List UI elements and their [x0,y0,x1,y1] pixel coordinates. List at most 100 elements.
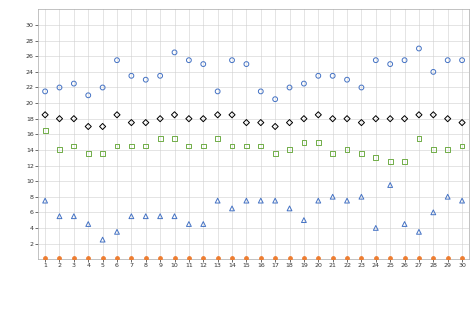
Point [314,73,322,78]
Point [343,147,351,152]
Point [329,73,337,78]
Point [444,194,451,199]
Point [113,229,121,234]
Point [444,256,451,261]
Point [286,147,293,152]
Point [415,46,423,51]
Point [401,159,408,164]
Point [185,222,192,227]
Point [156,136,164,141]
Point [128,120,135,125]
Point [415,256,423,261]
Point [55,214,63,219]
Point [243,120,250,125]
Point [429,70,437,75]
Point [228,143,236,149]
Point [55,116,63,121]
Point [271,124,279,129]
Point [444,58,451,63]
Point [357,256,365,261]
Point [257,120,264,125]
Point [41,89,49,94]
Point [142,120,149,125]
Point [343,116,351,121]
Point [458,58,466,63]
Point [200,222,207,227]
Point [214,89,221,94]
Point [386,116,394,121]
Point [128,143,135,149]
Point [357,194,365,199]
Point [286,206,293,211]
Point [401,222,408,227]
Point [99,85,106,90]
Point [357,85,365,90]
Point [329,256,337,261]
Point [271,97,279,102]
Point [401,256,408,261]
Point [243,143,250,149]
Point [113,143,121,149]
Point [386,256,394,261]
Point [185,143,192,149]
Point [415,112,423,117]
Point [70,116,78,121]
Point [70,81,78,86]
Point [84,222,92,227]
Point [55,147,63,152]
Point [300,256,308,261]
Point [70,214,78,219]
Point [329,194,337,199]
Legend: Temperature(Max), Temperature(Avg), Temperature(Min), Precip, Wind: Temperature(Max), Temperature(Avg), Temp… [105,315,402,316]
Point [372,116,380,121]
Point [200,116,207,121]
Point [171,136,178,141]
Point [200,143,207,149]
Point [343,198,351,203]
Point [243,256,250,261]
Point [156,73,164,78]
Point [128,214,135,219]
Point [429,210,437,215]
Point [300,116,308,121]
Point [372,256,380,261]
Point [372,225,380,230]
Point [271,198,279,203]
Point [386,182,394,187]
Point [99,124,106,129]
Point [257,89,264,94]
Point [386,62,394,67]
Point [243,198,250,203]
Point [84,124,92,129]
Point [228,112,236,117]
Point [300,218,308,223]
Point [70,256,78,261]
Point [286,85,293,90]
Point [185,256,192,261]
Point [99,151,106,156]
Point [286,120,293,125]
Point [128,256,135,261]
Point [156,256,164,261]
Point [271,256,279,261]
Point [343,256,351,261]
Point [185,58,192,63]
Point [386,159,394,164]
Point [444,116,451,121]
Point [444,147,451,152]
Point [429,256,437,261]
Point [372,155,380,160]
Point [314,140,322,145]
Point [357,151,365,156]
Point [228,256,236,261]
Point [200,62,207,67]
Point [142,77,149,82]
Point [300,81,308,86]
Point [257,198,264,203]
Point [415,229,423,234]
Point [228,58,236,63]
Point [458,120,466,125]
Point [171,214,178,219]
Point [55,256,63,261]
Point [429,112,437,117]
